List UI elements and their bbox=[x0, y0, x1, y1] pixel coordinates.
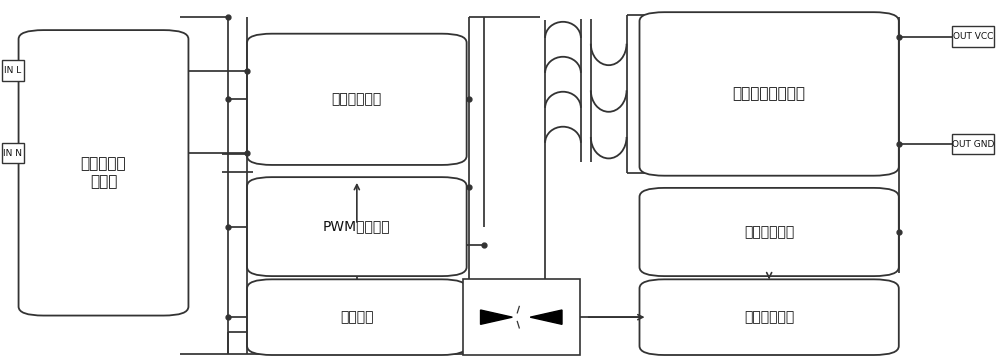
FancyBboxPatch shape bbox=[247, 177, 467, 276]
Text: 过压控制电路: 过压控制电路 bbox=[744, 310, 794, 324]
FancyBboxPatch shape bbox=[952, 134, 994, 154]
FancyBboxPatch shape bbox=[952, 26, 994, 47]
Text: 过压检测电路: 过压检测电路 bbox=[744, 225, 794, 239]
FancyBboxPatch shape bbox=[639, 12, 899, 176]
Text: IN N: IN N bbox=[3, 149, 22, 158]
FancyBboxPatch shape bbox=[247, 279, 467, 355]
Polygon shape bbox=[530, 310, 562, 324]
FancyBboxPatch shape bbox=[19, 30, 188, 316]
Text: OUT GND: OUT GND bbox=[952, 140, 994, 149]
Text: IN L: IN L bbox=[4, 66, 21, 75]
FancyBboxPatch shape bbox=[463, 279, 580, 355]
FancyBboxPatch shape bbox=[247, 34, 467, 165]
Polygon shape bbox=[481, 310, 512, 324]
Text: 输入整流滤
波电路: 输入整流滤 波电路 bbox=[81, 157, 126, 189]
Text: 输出整流滤波电路: 输出整流滤波电路 bbox=[733, 86, 806, 102]
FancyBboxPatch shape bbox=[639, 188, 899, 276]
Text: OUT VCC: OUT VCC bbox=[953, 32, 993, 41]
FancyBboxPatch shape bbox=[2, 60, 24, 81]
Text: 启动电路: 启动电路 bbox=[340, 310, 374, 324]
Text: 反峰吸收回路: 反峰吸收回路 bbox=[332, 92, 382, 106]
Text: PWM控制电路: PWM控制电路 bbox=[323, 220, 391, 234]
FancyBboxPatch shape bbox=[2, 143, 24, 163]
FancyBboxPatch shape bbox=[639, 279, 899, 355]
